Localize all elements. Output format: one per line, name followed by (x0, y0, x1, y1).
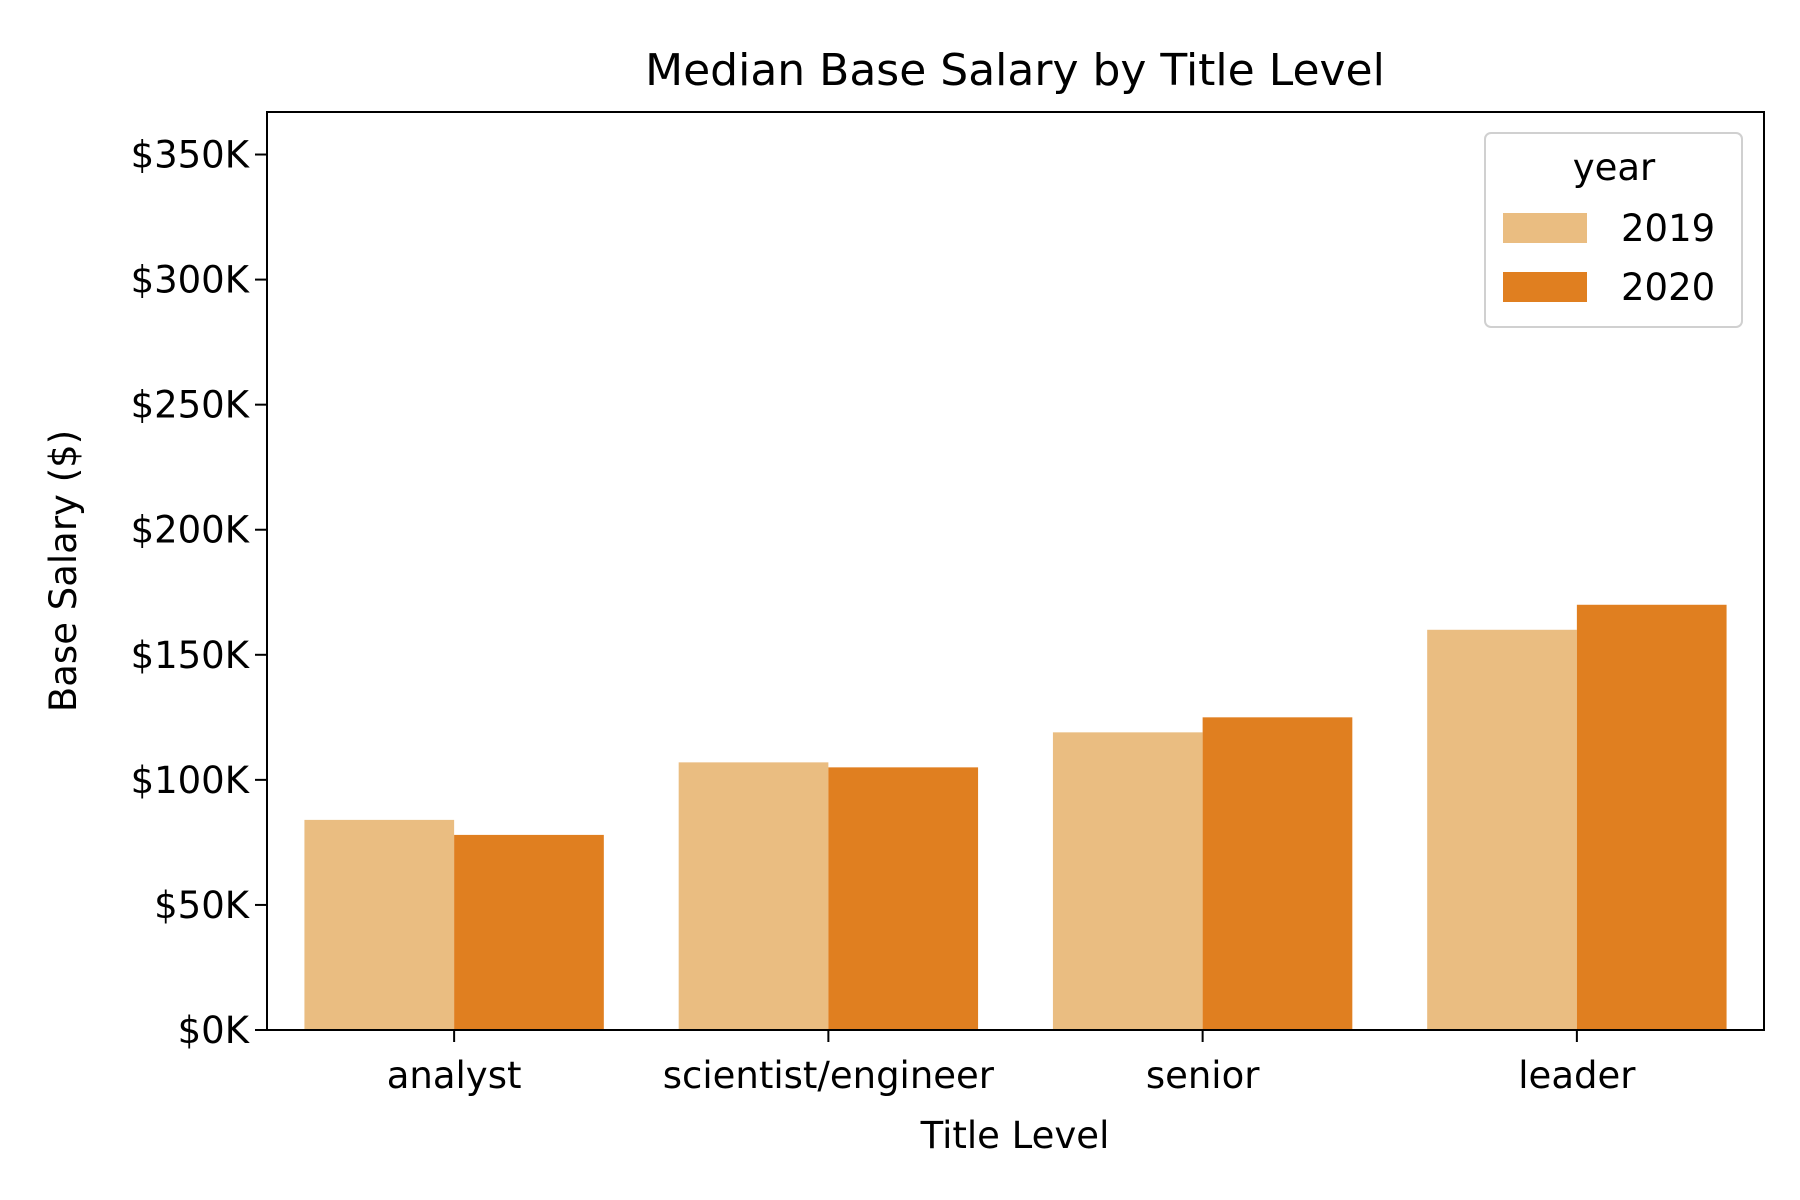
chart-title: Median Base Salary by Title Level (645, 45, 1385, 96)
y-tick-label: $150K (131, 634, 251, 677)
y-tick-label: $50K (154, 884, 251, 927)
legend-title: year (1573, 146, 1656, 189)
legend-swatch-2020 (1503, 272, 1587, 302)
bars-layer (304, 604, 1727, 1030)
bar-scientist-engineer-2019 (678, 762, 829, 1030)
x-tick-label: leader (1518, 1054, 1636, 1097)
x-tick-label: senior (1146, 1054, 1260, 1097)
bar-scientist-engineer-2020 (828, 767, 979, 1030)
bar-leader-2019 (1427, 629, 1577, 1030)
legend-swatch-2019 (1503, 213, 1587, 243)
bar-analyst-2019 (304, 819, 455, 1030)
y-tick-label: $100K (131, 759, 251, 802)
y-axis: $0K $50K $100K $150K $200K $250K $300K $350K (131, 134, 267, 1052)
bar-leader-2020 (1576, 604, 1727, 1030)
legend-label-2019: 2019 (1621, 207, 1715, 250)
y-tick-label: $250K (131, 384, 251, 427)
y-tick-label: $200K (131, 509, 251, 552)
x-axis-label: Title Level (920, 1114, 1110, 1157)
x-tick-label: analyst (387, 1054, 522, 1097)
bar-senior-2019 (1052, 732, 1203, 1030)
y-tick-label: $350K (131, 134, 251, 177)
plot-frame (266, 111, 1765, 1031)
legend: year 2019 2020 (1484, 132, 1743, 328)
legend-label-2020: 2020 (1621, 266, 1715, 309)
y-tick-label: $0K (178, 1009, 251, 1052)
x-axis: analyst scientist/engineer senior leader (387, 1030, 1636, 1097)
bar-analyst-2020 (454, 834, 604, 1030)
bar-senior-2020 (1202, 717, 1353, 1030)
y-axis-label: Base Salary ($) (42, 430, 85, 712)
y-tick-label: $300K (131, 259, 251, 302)
x-tick-label: scientist/engineer (663, 1054, 995, 1097)
